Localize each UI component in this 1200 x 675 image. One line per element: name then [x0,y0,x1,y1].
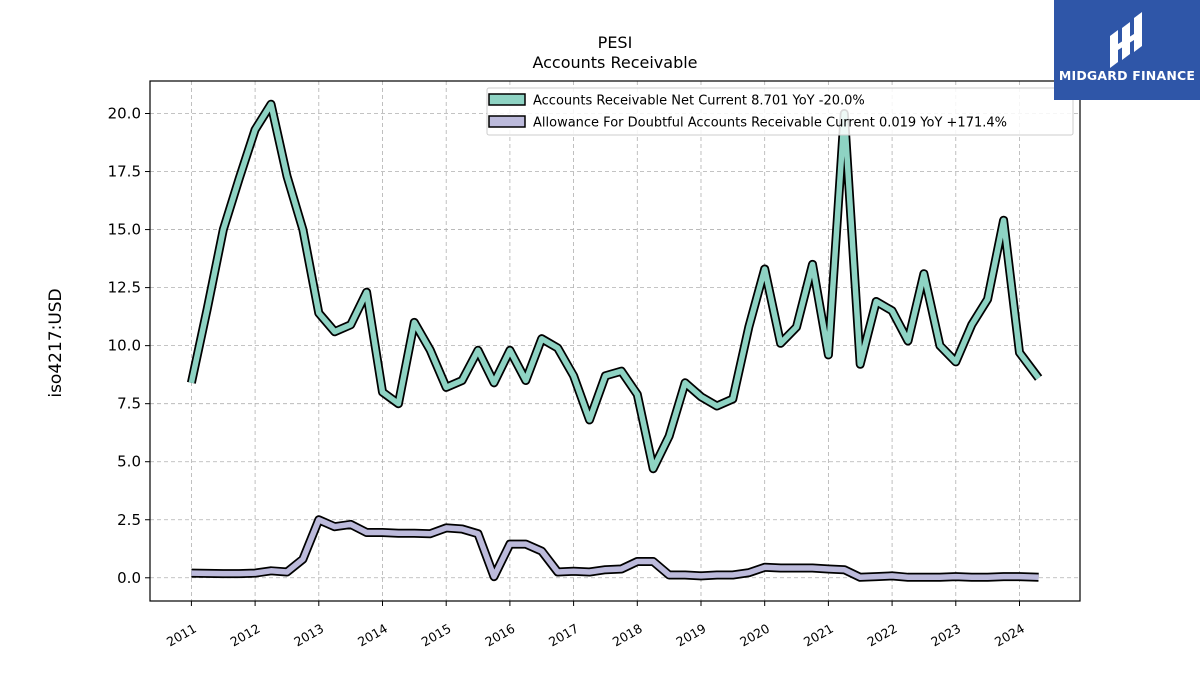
legend-swatch [488,115,526,128]
y-tick-label: 5.0 [117,453,141,471]
x-tick-label: 2021 [801,621,836,650]
series-line [191,517,1039,581]
logo-text: MIDGARD FINANCE [1058,68,1196,83]
y-tick-label: 15.0 [108,221,141,239]
x-tick-label: 2015 [419,621,454,650]
series-line [188,101,1041,472]
y-tick-label: 0.0 [117,569,141,587]
y-axis-label: iso4217:USD [46,288,66,398]
x-tick-label: 2022 [865,621,900,650]
y-tick-label: 2.5 [117,511,141,529]
x-tick-label: 2011 [164,621,199,650]
x-tick-label: 2014 [355,621,390,650]
x-tick-label: 2012 [228,621,263,650]
y-tick-label: 10.0 [108,337,141,355]
chart-title: PESI [597,33,633,52]
x-tick-label: 2018 [610,621,645,650]
x-tick-label: 2024 [992,621,1027,650]
x-tick-label: 2023 [928,621,963,650]
y-tick-label: 20.0 [108,105,141,123]
chart-subtitle: Accounts Receivable [532,53,698,72]
legend-swatch [488,93,526,106]
y-tick-label: 7.5 [117,395,141,413]
legend-entry: Accounts Receivable Net Current 8.701 Yo… [533,94,865,109]
logo-mark-icon [1110,12,1142,68]
x-tick-label: 2017 [546,621,581,650]
x-tick-label: 2013 [291,621,326,650]
x-tick-label: 2019 [673,621,708,650]
plot-area [150,81,1080,601]
y-tick-label: 17.5 [108,163,141,181]
plot-frame [149,80,1081,602]
x-tick-label: 2016 [482,621,517,650]
legend-entry: Allowance For Doubtful Accounts Receivab… [533,116,1007,131]
midgard-finance-logo: MIDGARD FINANCE [1054,0,1200,100]
x-tick-label: 2020 [737,621,772,650]
y-tick-label: 12.5 [108,279,141,297]
legend-box [486,87,1074,136]
